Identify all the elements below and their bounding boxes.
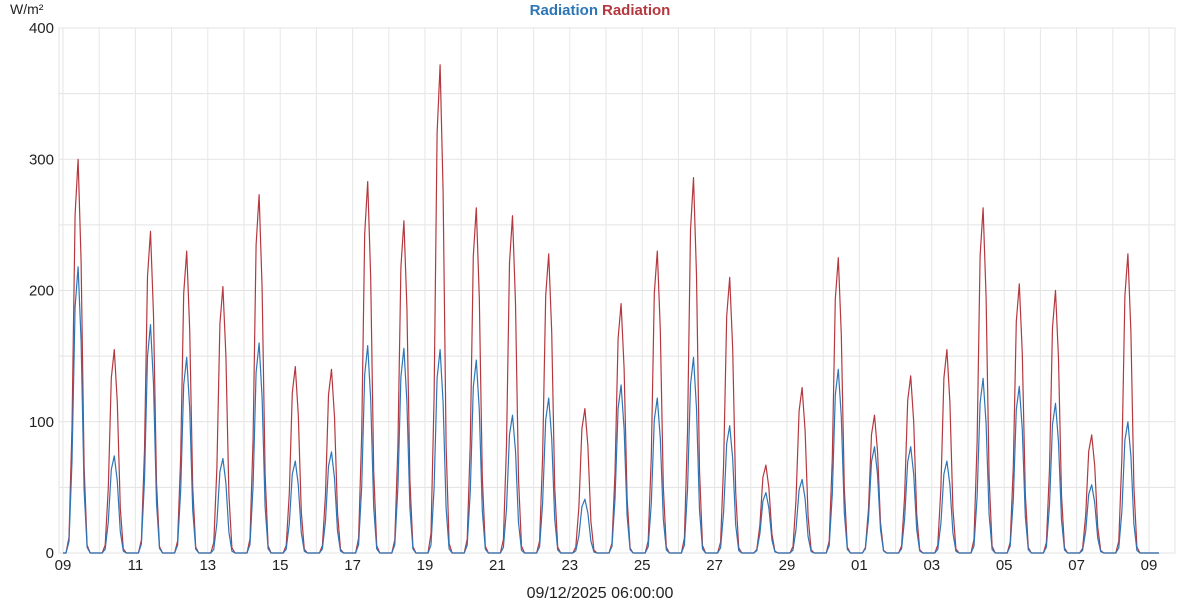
x-tick-label: 27: [706, 557, 723, 574]
x-tick-label: 11: [128, 557, 144, 574]
x-tick-label: 21: [489, 557, 506, 574]
x-tick-label: 13: [199, 557, 216, 574]
y-tick-label: 400: [29, 20, 54, 37]
y-tick-label: 300: [29, 151, 54, 168]
y-axis-ticks: 0 100 200 300 400: [29, 20, 54, 562]
chart-title: Radiation Radiation: [530, 2, 671, 19]
x-tick-label: 03: [923, 557, 940, 574]
x-axis-label: 09/12/2025 06:00:00: [527, 585, 674, 600]
series-line-0: [63, 64, 1159, 554]
x-tick-label: 23: [561, 557, 578, 574]
x-tick-label: 05: [996, 557, 1013, 574]
title-part-1: Radiation: [602, 2, 670, 19]
series-line-1: [63, 266, 1159, 554]
title-part-0: Radiation: [530, 2, 598, 19]
x-tick-label: 19: [417, 557, 434, 574]
x-tick-label: 01: [851, 557, 868, 574]
series-lines: [63, 64, 1159, 554]
x-tick-label: 07: [1068, 557, 1085, 574]
x-tick-label: 17: [344, 557, 361, 574]
x-tick-label: 29: [779, 557, 796, 574]
x-tick-label: 09: [1141, 557, 1158, 574]
x-tick-label: 09: [55, 557, 72, 574]
x-tick-label: 25: [634, 557, 651, 574]
x-axis-ticks: 09 11 13 15 17 19 21 23 25 27 29 01 03 05 07 09: [55, 557, 1158, 574]
y-axis-label: W/m²: [10, 1, 44, 17]
y-tick-label: 0: [46, 545, 54, 562]
y-tick-label: 200: [29, 283, 54, 300]
y-tick-label: 100: [29, 414, 54, 431]
grid: [58, 27, 1176, 554]
x-tick-label: 15: [272, 557, 289, 574]
